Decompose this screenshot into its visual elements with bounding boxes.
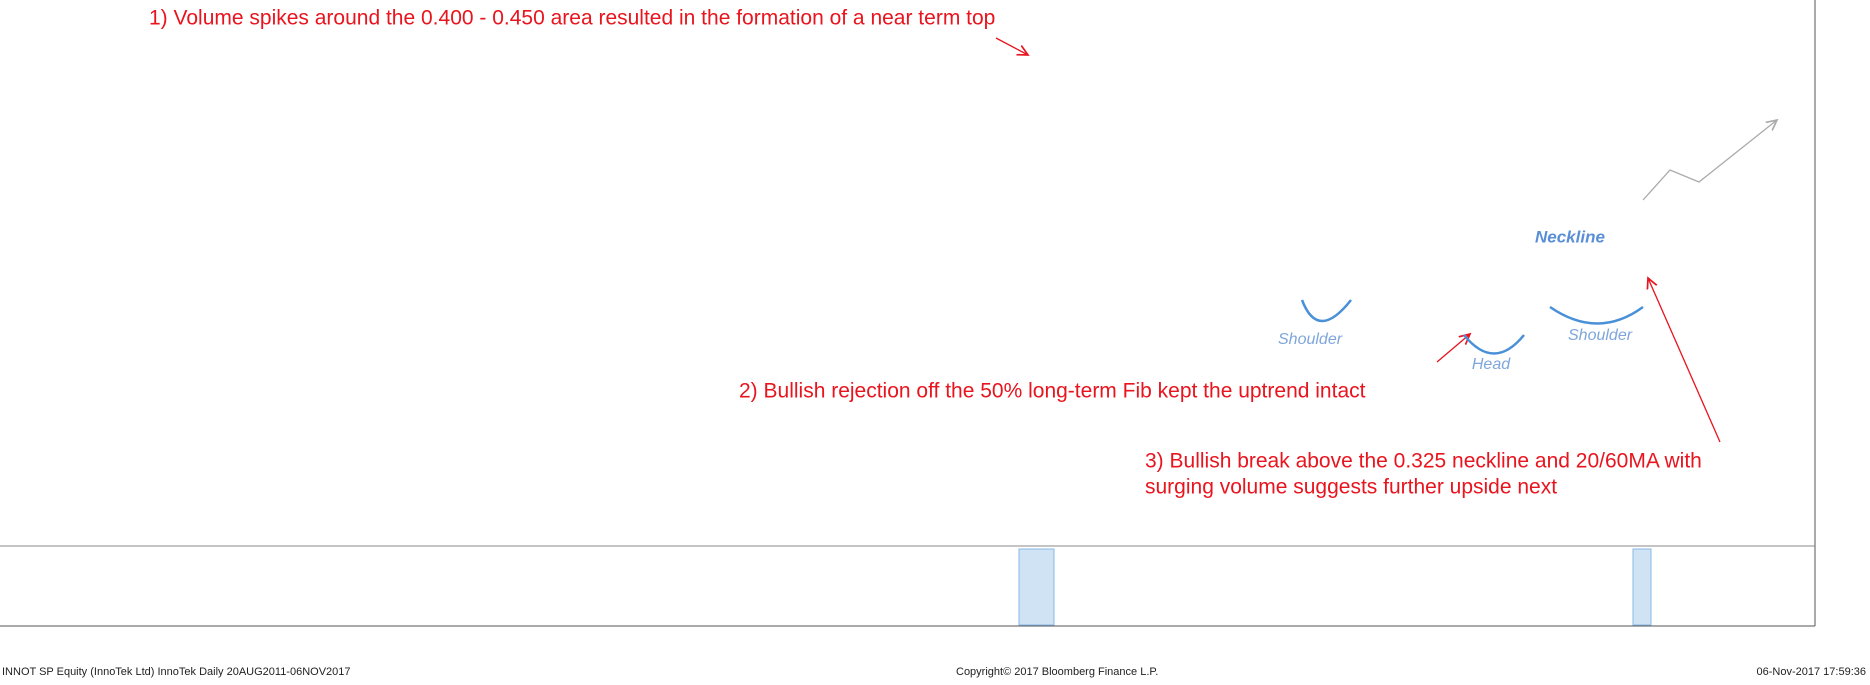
volume-highlight [1632,548,1652,626]
volume-highlight [1018,548,1055,626]
annotation: surging volume suggests further upside n… [1145,476,1557,499]
footer-center: Copyright© 2017 Bloomberg Finance L.P. [956,666,1158,678]
annotation: 3) Bullish break above the 0.325 necklin… [1145,450,1702,473]
annotation-arrow [995,37,1028,55]
annotation: 2) Bullish rejection off the 50% long-te… [739,380,1366,403]
pattern-curve [1463,334,1525,355]
pattern-curve [1549,305,1644,325]
footer-left: INNOT SP Equity (InnoTek Ltd) InnoTek Da… [2,666,351,678]
annotation-arrow [1648,278,1721,443]
projection-arrow [1642,120,1777,201]
annotation: 1) Volume spikes around the 0.400 - 0.45… [149,7,995,30]
pattern-curve [1300,299,1352,323]
annotation-arrow [1436,334,1470,363]
neckline-label: Neckline [1535,227,1605,246]
footer-right: 06-Nov-2017 17:59:36 [1757,666,1866,678]
pattern-label: Head [1472,356,1511,373]
pattern-label: Shoulder [1568,327,1633,344]
pattern-label: Shoulder [1278,331,1343,348]
